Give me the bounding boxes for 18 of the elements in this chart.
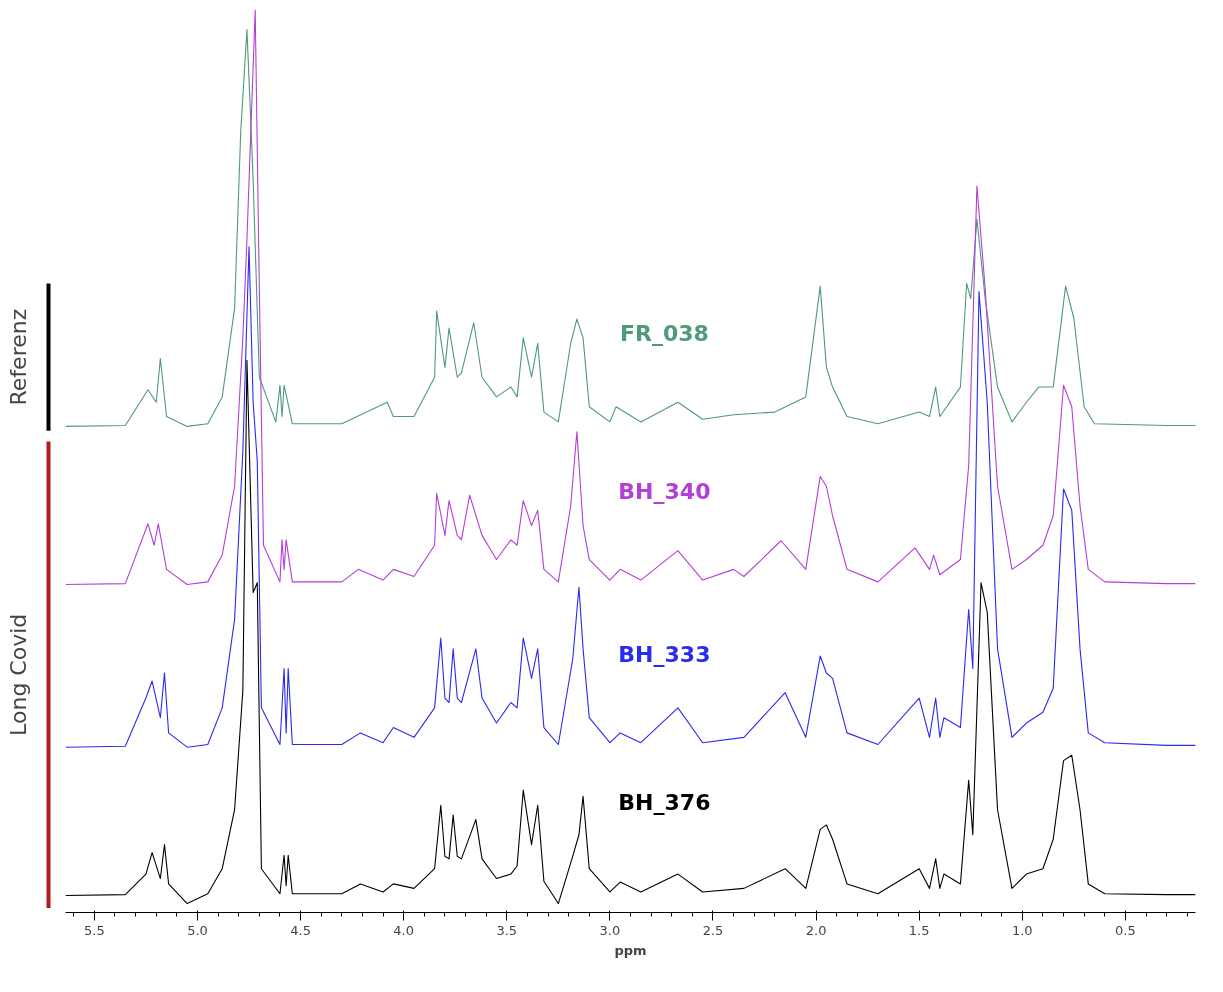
x-axis-title: ppm <box>614 942 647 958</box>
x-tick-label: 0.5 <box>1115 922 1136 938</box>
x-tick-label: 2.0 <box>805 922 827 938</box>
series-label: BH_333 <box>618 641 711 667</box>
x-tick-label: 3.5 <box>496 922 518 938</box>
x-tick-label: 2.5 <box>702 922 724 938</box>
x-tick-label: 1.0 <box>1011 922 1033 938</box>
text: Long Covid <box>6 613 31 736</box>
x-tick-label: 4.0 <box>393 922 415 938</box>
text: Referenz <box>6 308 31 406</box>
x-tick-label: 4.5 <box>290 922 311 938</box>
x-tick-label: 3.0 <box>599 922 621 938</box>
x-tick-label: 5.0 <box>187 922 208 938</box>
series-label: BH_340 <box>618 479 711 505</box>
series-label: FR_038 <box>619 320 709 346</box>
series-label: BH_376 <box>618 790 711 816</box>
x-tick-label: 1.5 <box>908 922 930 938</box>
x-tick-label: 5.5 <box>84 922 105 938</box>
